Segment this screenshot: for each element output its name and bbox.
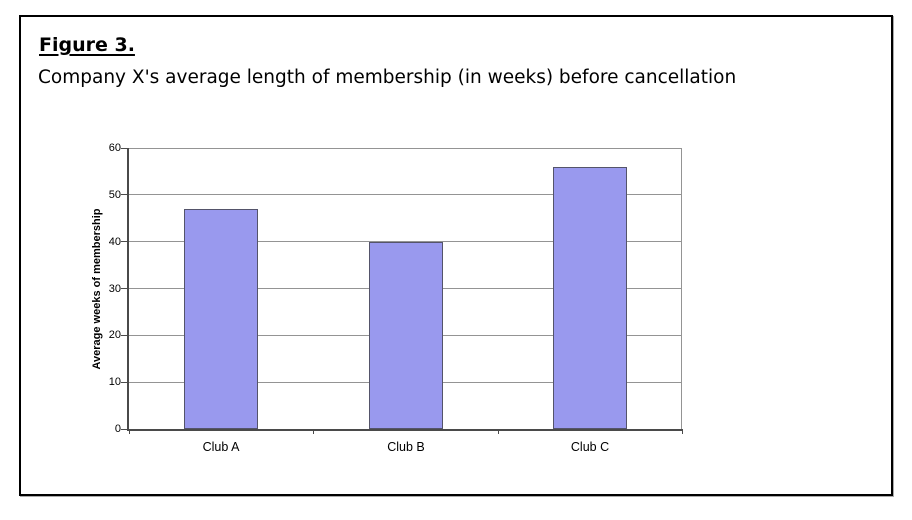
y-tick-mark <box>121 334 127 336</box>
y-tick-label: 0 <box>114 423 121 435</box>
x-tick-mark <box>313 429 314 434</box>
x-axis-line <box>127 429 682 431</box>
x-tick-mark <box>498 429 499 434</box>
figure-frame: Figure 3. Company X's average length of … <box>19 15 893 496</box>
y-tick-mark <box>121 147 127 149</box>
plot-area: Average weeks of membership 0 10 20 30 40 50 6… <box>91 142 683 454</box>
y-tick-label: 60 <box>108 142 121 154</box>
figure-label: Figure 3. <box>39 34 135 56</box>
y-tick-label: 10 <box>108 376 121 389</box>
x-category-label: Club A <box>202 440 240 454</box>
y-tick-mark <box>121 194 127 196</box>
y-tick-mark <box>121 381 127 383</box>
gridline <box>129 194 682 196</box>
gridline <box>129 241 682 243</box>
bar-club-a <box>184 209 258 429</box>
y-tick-label: 30 <box>108 282 121 295</box>
x-tick-mark <box>129 429 130 434</box>
y-tick-mark <box>121 241 127 243</box>
x-tick-mark <box>682 429 683 434</box>
x-category-label: Club B <box>387 440 425 454</box>
y-tick-mark <box>121 288 127 289</box>
y-tick-label: 40 <box>108 235 121 248</box>
y-tick-label: 20 <box>108 329 121 342</box>
bar-club-b <box>369 242 443 429</box>
plot-right-border <box>681 148 682 429</box>
y-tick-label: 50 <box>108 188 121 201</box>
y-tick-mark <box>121 428 127 430</box>
bar-club-c <box>553 167 627 429</box>
gridline <box>129 147 682 149</box>
figure-title: Company X's average length of membership… <box>38 67 737 88</box>
y-axis-line <box>127 148 129 429</box>
x-category-label: Club C <box>570 440 610 454</box>
